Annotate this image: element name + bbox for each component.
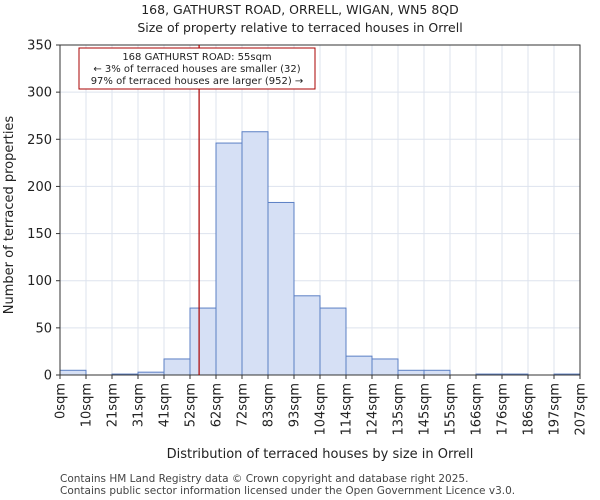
x-tick-label: 124sqm bbox=[366, 383, 381, 436]
bar bbox=[189, 307, 217, 376]
x-tick-label: 72sqm bbox=[236, 383, 251, 427]
bar bbox=[397, 369, 425, 376]
y-tick-label: 300 bbox=[27, 86, 52, 101]
bar bbox=[371, 358, 399, 376]
x-tick-label: 155sqm bbox=[444, 383, 459, 436]
x-tick-label: 83sqm bbox=[262, 383, 277, 427]
axes: 0 50 100 150 200 250 300 350 0sqm 10sqm 21sqm 31sqm… bbox=[2, 39, 589, 463]
bar bbox=[267, 201, 295, 376]
x-tick-label: 10sqm bbox=[80, 383, 95, 427]
x-tick-label: 93sqm bbox=[288, 383, 303, 427]
x-tick-label: 62sqm bbox=[210, 383, 225, 427]
x-tick-label: 166sqm bbox=[470, 383, 485, 436]
annotation-line: ← 3% of terraced houses are smaller (32) bbox=[93, 64, 300, 75]
bar bbox=[215, 142, 243, 376]
bar bbox=[423, 369, 451, 376]
footer-line-1: Contains HM Land Registry data © Crown c… bbox=[60, 473, 469, 485]
bars bbox=[59, 131, 581, 376]
x-axis-label: Distribution of terraced houses by size … bbox=[167, 447, 474, 462]
y-tick-label: 150 bbox=[27, 227, 52, 242]
annotation-line: 97% of terraced houses are larger (952) … bbox=[91, 76, 304, 87]
x-tick-label: 41sqm bbox=[158, 383, 173, 427]
x-tick-label: 21sqm bbox=[106, 383, 121, 427]
y-tick-label: 250 bbox=[27, 133, 52, 148]
y-tick-label: 200 bbox=[27, 180, 52, 195]
x-tick-label: 207sqm bbox=[574, 383, 589, 436]
chart-subtitle: Size of property relative to terraced ho… bbox=[137, 20, 463, 35]
annotation: 168 GATHURST ROAD: 55sqm← 3% of terraced… bbox=[78, 45, 316, 375]
x-tick-label: 135sqm bbox=[392, 383, 407, 436]
bar bbox=[319, 307, 347, 376]
x-tick-label: 104sqm bbox=[314, 383, 329, 436]
annotation-line: 168 GATHURST ROAD: 55sqm bbox=[122, 52, 271, 63]
bar bbox=[241, 131, 269, 376]
y-tick-label: 50 bbox=[35, 321, 52, 336]
bar bbox=[59, 369, 87, 376]
annotation-box bbox=[78, 47, 316, 90]
bar bbox=[163, 358, 191, 376]
y-tick-label: 0 bbox=[44, 369, 52, 384]
x-tick-label: 186sqm bbox=[522, 383, 537, 436]
x-tick-label: 114sqm bbox=[340, 383, 355, 436]
x-tick-label: 0sqm bbox=[54, 383, 69, 419]
bar bbox=[293, 295, 321, 376]
y-axis-label: Number of terraced properties bbox=[2, 116, 17, 315]
x-tick-label: 197sqm bbox=[548, 383, 563, 436]
chart-title: 168, GATHURST ROAD, ORRELL, WIGAN, WN5 8… bbox=[141, 2, 459, 17]
y-tick-label: 350 bbox=[27, 39, 52, 54]
y-tick-label: 100 bbox=[27, 274, 52, 289]
x-tick-label: 176sqm bbox=[496, 383, 511, 436]
x-tick-label: 31sqm bbox=[132, 383, 147, 427]
x-tick-label: 145sqm bbox=[418, 383, 433, 436]
x-tick-label: 52sqm bbox=[184, 383, 199, 427]
bar bbox=[345, 355, 373, 376]
footer-line-2: Contains public sector information licen… bbox=[60, 485, 516, 497]
